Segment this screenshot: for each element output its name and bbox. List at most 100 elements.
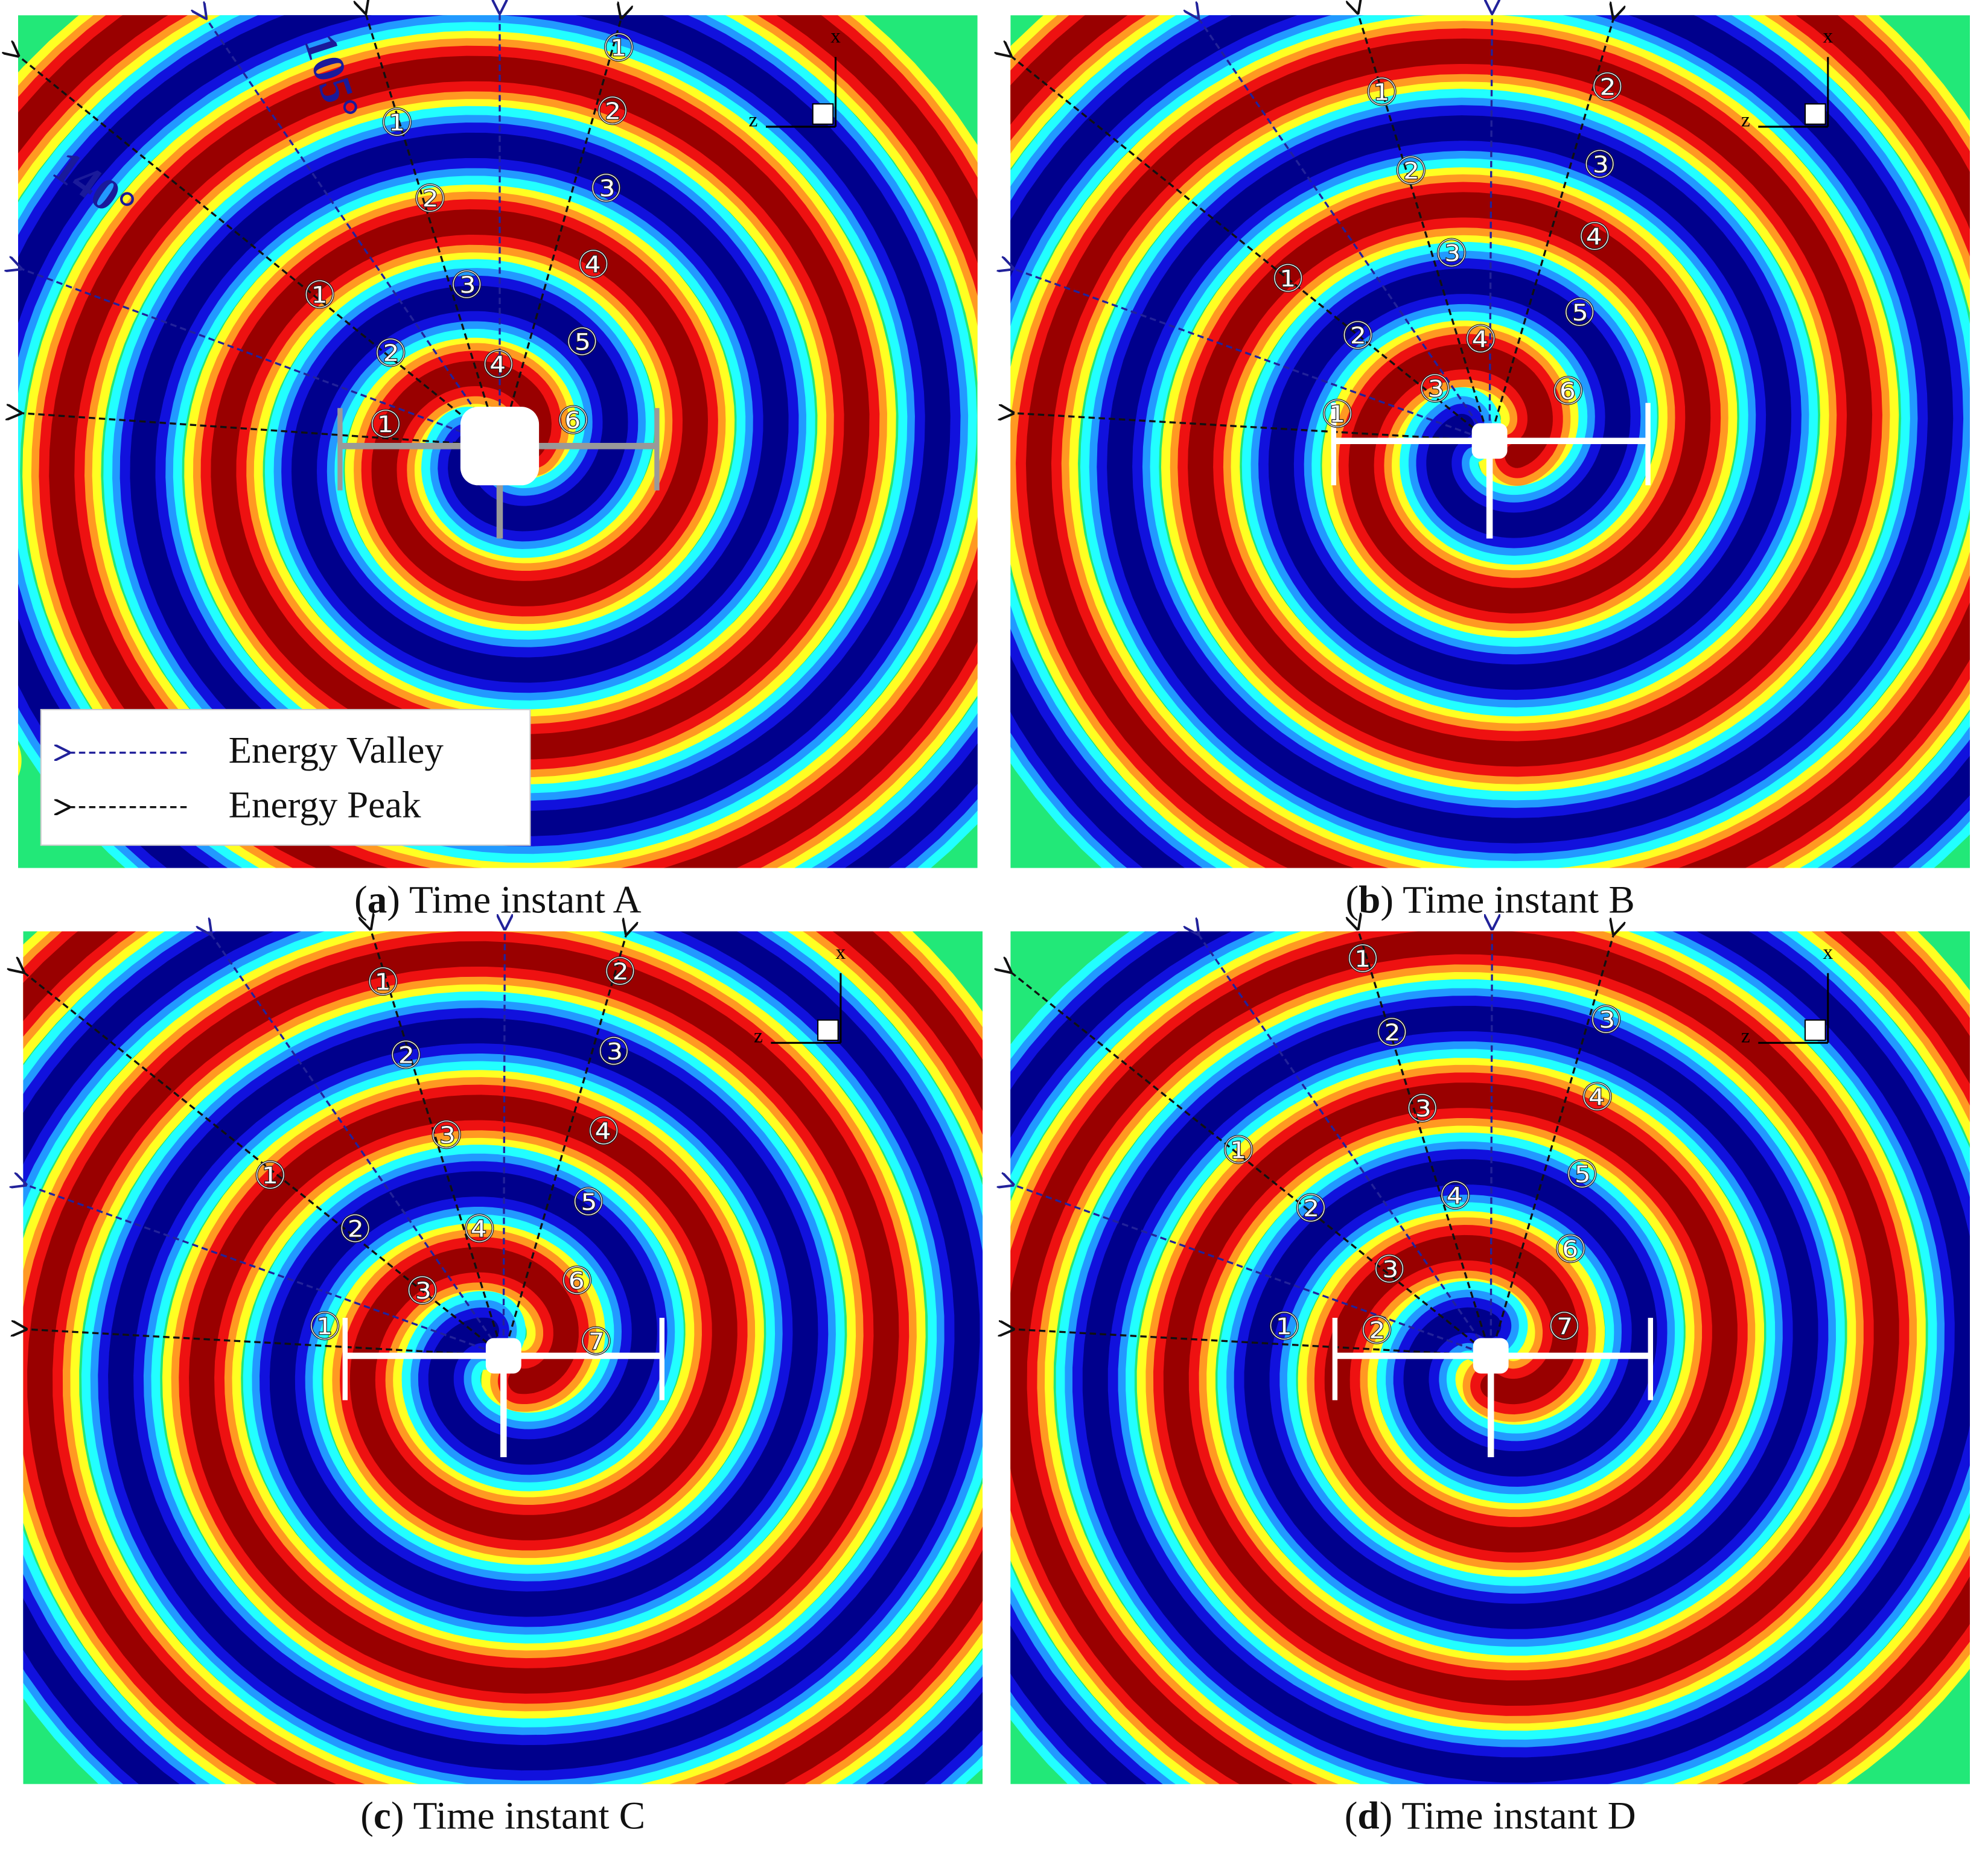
caption-part: ( bbox=[1345, 1794, 1358, 1838]
region-label: ③ bbox=[589, 167, 623, 211]
region-label: ② bbox=[596, 89, 629, 133]
region-label: ⑥ bbox=[1553, 1227, 1587, 1271]
region-label: ① bbox=[602, 26, 636, 70]
valley-arrow bbox=[1198, 17, 1491, 442]
peak-arrow bbox=[1489, 934, 1614, 1356]
valley-arrow bbox=[1489, 13, 1492, 441]
region-label: ③ bbox=[1589, 998, 1623, 1042]
axis-label: z bbox=[1741, 109, 1750, 131]
axis-box bbox=[1804, 1019, 1826, 1041]
region-label: ① bbox=[1346, 937, 1380, 981]
region-label: ① bbox=[1321, 392, 1354, 436]
axis-box bbox=[817, 1019, 839, 1041]
region-label: ③ bbox=[1583, 142, 1617, 186]
axis-label: z bbox=[754, 1025, 763, 1047]
peak-arrow bbox=[26, 1329, 504, 1357]
region-label: ② bbox=[338, 1207, 372, 1251]
valley-arrow bbox=[26, 1185, 504, 1357]
valley-arrow bbox=[206, 17, 501, 447]
region-label: ③ bbox=[1372, 1247, 1406, 1291]
caption-part: a bbox=[368, 878, 387, 921]
legend: Energy Valley Energy Peak bbox=[40, 708, 531, 846]
region-label: ③ bbox=[430, 1113, 464, 1157]
region-label: ① bbox=[1271, 256, 1305, 300]
caption-part: d bbox=[1357, 1794, 1379, 1838]
region-label: ⑤ bbox=[1563, 291, 1596, 335]
rotor-hub bbox=[460, 407, 540, 486]
contour-band bbox=[1010, 15, 1970, 868]
contour-field bbox=[1010, 931, 1970, 1784]
axis-box bbox=[1804, 103, 1826, 125]
region-label: ⑥ bbox=[560, 1259, 594, 1303]
peak-arrow bbox=[502, 934, 626, 1356]
peak-arrow bbox=[1488, 17, 1614, 442]
region-label: ① bbox=[380, 101, 414, 145]
peak-arrow bbox=[18, 56, 501, 447]
region-label: ④ bbox=[1464, 317, 1497, 361]
region-label: ② bbox=[1294, 1187, 1328, 1231]
region-label: ① bbox=[308, 1305, 342, 1349]
region-label: ① bbox=[369, 402, 403, 447]
legend-label: Energy Peak bbox=[229, 783, 421, 825]
region-label: ⑥ bbox=[556, 398, 590, 442]
region-label: ④ bbox=[462, 1207, 496, 1251]
peak-arrow bbox=[1013, 413, 1490, 442]
panel-caption: (b) Time instant B bbox=[1346, 878, 1635, 921]
region-label: ① bbox=[1267, 1305, 1301, 1349]
region-label: ③ bbox=[1418, 367, 1452, 411]
panel-caption: (a) Time instant A bbox=[354, 878, 642, 921]
axis-label: x bbox=[830, 25, 841, 48]
region-label: ② bbox=[413, 177, 447, 221]
region-label: ② bbox=[374, 331, 407, 375]
valley-arrow bbox=[1013, 1185, 1491, 1357]
peak-arrow bbox=[365, 13, 501, 447]
peak-arrow bbox=[23, 972, 505, 1357]
contour-band bbox=[1010, 15, 1970, 868]
peak-arrow bbox=[1358, 929, 1492, 1356]
region-label: ② bbox=[603, 950, 637, 994]
region-label: ⑦ bbox=[1547, 1305, 1581, 1349]
region-label: ④ bbox=[1438, 1174, 1472, 1218]
axis-label: z bbox=[1741, 1025, 1750, 1047]
region-label: ③ bbox=[406, 1269, 439, 1313]
peak-arrow bbox=[1013, 1329, 1491, 1357]
axis-label: x bbox=[1823, 941, 1833, 964]
caption-part: ) Time instant B bbox=[1380, 878, 1634, 921]
caption-part: b bbox=[1359, 878, 1380, 921]
region-label: ⑤ bbox=[572, 1180, 605, 1224]
caption-part: c bbox=[374, 1794, 391, 1838]
contour-field bbox=[1010, 15, 1970, 868]
region-label: ⑦ bbox=[579, 1320, 613, 1364]
contour-band bbox=[18, 15, 978, 868]
region-label: ② bbox=[389, 1034, 422, 1078]
valley-arrow bbox=[211, 934, 505, 1356]
caption-part: ( bbox=[1346, 878, 1359, 921]
contour-band bbox=[1010, 931, 1970, 1784]
region-label: ④ bbox=[1578, 215, 1611, 259]
caption-part: ( bbox=[354, 878, 368, 921]
region-label: ④ bbox=[587, 1110, 620, 1154]
panel-caption: (c) Time instant C bbox=[360, 1794, 645, 1838]
contour-band bbox=[23, 931, 983, 1784]
peak-arrow bbox=[1010, 972, 1492, 1357]
region-label: ④ bbox=[482, 343, 515, 387]
region-label: ③ bbox=[1435, 231, 1468, 275]
peak-arrow bbox=[499, 17, 622, 447]
caption-part: ( bbox=[360, 1794, 374, 1838]
axis-label: z bbox=[749, 109, 758, 131]
region-label: ④ bbox=[576, 243, 610, 287]
legend-label: Energy Valley bbox=[229, 729, 444, 771]
region-label: ④ bbox=[1580, 1075, 1614, 1119]
region-label: ⑥ bbox=[1551, 369, 1585, 413]
axis-box bbox=[812, 103, 834, 125]
peak-arrow bbox=[371, 929, 505, 1356]
valley-arrow bbox=[1491, 929, 1492, 1356]
region-label: ① bbox=[366, 960, 400, 1004]
region-label: ② bbox=[1340, 314, 1374, 358]
legend-box bbox=[40, 708, 531, 846]
panel-caption: (d) Time instant D bbox=[1345, 1794, 1636, 1838]
axis-label: x bbox=[1823, 25, 1833, 48]
valley-arrow bbox=[503, 929, 505, 1356]
